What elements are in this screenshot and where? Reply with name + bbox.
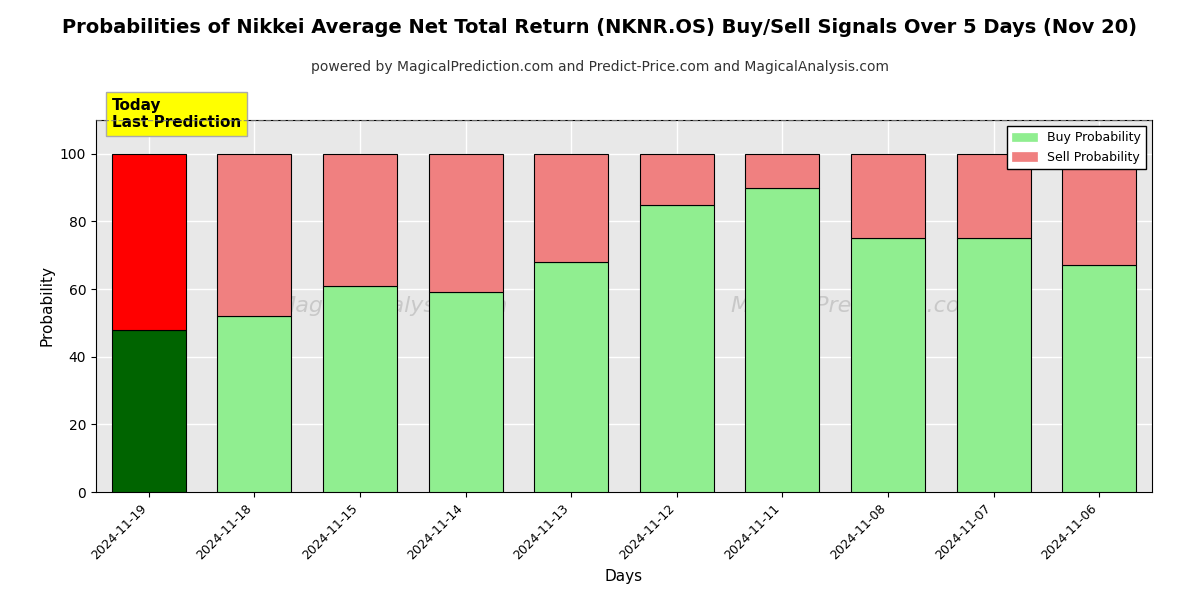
Text: MagicalAnalysis.com: MagicalAnalysis.com (276, 296, 508, 316)
Bar (851, 238, 925, 492)
Bar (112, 329, 186, 492)
Bar (428, 292, 503, 492)
Bar (323, 286, 397, 492)
Bar (534, 154, 608, 262)
Bar (956, 154, 1031, 238)
Legend: Buy Probability, Sell Probability: Buy Probability, Sell Probability (1007, 126, 1146, 169)
Bar (851, 154, 925, 238)
Text: Today
Last Prediction: Today Last Prediction (112, 98, 241, 130)
Bar (112, 154, 186, 329)
Bar (534, 262, 608, 492)
Bar (640, 205, 714, 492)
Text: MagicalPrediction.com: MagicalPrediction.com (731, 296, 982, 316)
Bar (428, 154, 503, 292)
Bar (1062, 154, 1136, 265)
Bar (217, 316, 292, 492)
Bar (745, 188, 820, 492)
Y-axis label: Probability: Probability (40, 265, 54, 346)
Bar (1062, 265, 1136, 492)
Bar (745, 154, 820, 188)
Bar (217, 154, 292, 316)
Bar (640, 154, 714, 205)
X-axis label: Days: Days (605, 569, 643, 584)
Bar (323, 154, 397, 286)
Text: powered by MagicalPrediction.com and Predict-Price.com and MagicalAnalysis.com: powered by MagicalPrediction.com and Pre… (311, 60, 889, 74)
Text: Probabilities of Nikkei Average Net Total Return (NKNR.OS) Buy/Sell Signals Over: Probabilities of Nikkei Average Net Tota… (62, 18, 1138, 37)
Bar (956, 238, 1031, 492)
